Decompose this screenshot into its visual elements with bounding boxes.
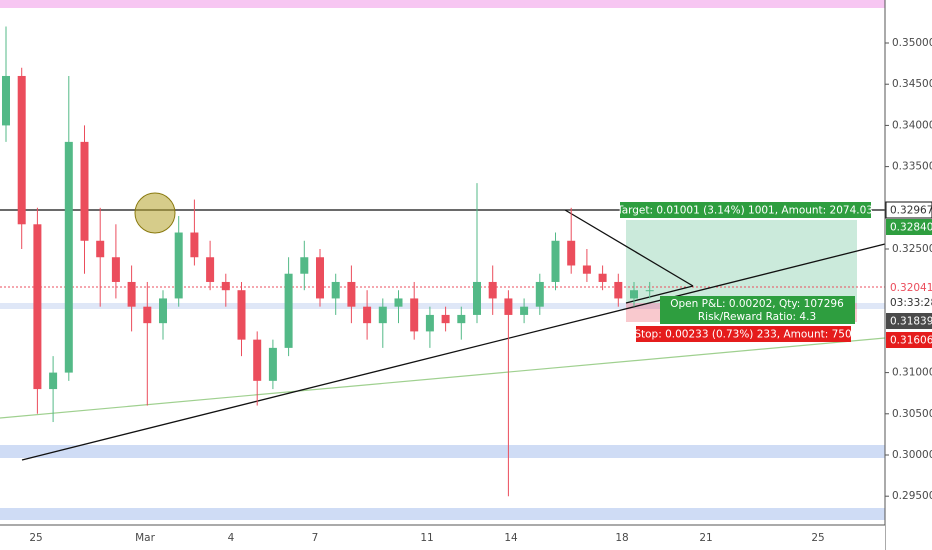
candle-body — [64, 141, 73, 373]
candle-body — [614, 281, 623, 299]
price-axis: 0.35000 0.34500 0.34000 0.33500 0.32500 0.310… — [884, 0, 932, 550]
badge-text: 03:33:28 — [890, 297, 932, 309]
axis-bg — [885, 0, 932, 550]
candle-body — [253, 339, 262, 381]
price-label: 0.34500 — [892, 78, 932, 90]
badge-text: 0.32840 — [890, 222, 932, 234]
candle-body — [174, 232, 183, 299]
candles — [2, 26, 654, 497]
candle-body — [457, 314, 466, 324]
candle-body — [551, 240, 560, 282]
candle-body — [582, 265, 591, 274]
candle-body — [363, 306, 372, 324]
candle-body — [127, 281, 136, 307]
candle-body — [645, 290, 654, 292]
badge — [886, 332, 932, 348]
candle-body — [143, 306, 152, 324]
stop-label-box — [636, 326, 851, 342]
target-label-box — [620, 202, 871, 218]
candle-body — [284, 273, 293, 348]
price-label: 0.34000 — [892, 119, 932, 131]
date-label: 14 — [504, 532, 518, 544]
price-label: 0.29500 — [892, 490, 932, 502]
trend-line — [625, 285, 694, 304]
candle-body — [394, 298, 403, 307]
candle-body — [378, 306, 387, 324]
badge — [886, 280, 932, 310]
candle-body — [268, 347, 277, 381]
rr-label: Risk/Reward Ratio: 4.3 — [698, 311, 816, 323]
candle-body — [206, 257, 215, 282]
candle-body — [316, 257, 324, 299]
support-zone — [0, 445, 885, 458]
target-label: Target: 0.01001 (3.14%) 1001, Amount: 20… — [616, 205, 873, 217]
candle-body — [17, 75, 26, 225]
pnl-label: Open P&L: 0.00202, Qty: 107296 — [670, 298, 844, 310]
badge-text: 0.31606 — [890, 335, 932, 347]
candle-body — [80, 141, 89, 241]
price-label: 0.30000 — [892, 449, 932, 461]
candle-body — [630, 290, 638, 299]
price-label: 0.33500 — [892, 161, 932, 173]
date-label: 21 — [699, 532, 712, 544]
candle-body — [221, 281, 230, 291]
candle-body — [159, 298, 167, 324]
candle-body — [2, 75, 10, 126]
candle-body — [96, 240, 105, 258]
price-label: 0.30500 — [892, 408, 932, 420]
date-label: 7 — [312, 532, 319, 544]
entry-zone — [0, 303, 885, 309]
candle-body — [190, 232, 199, 258]
date-label: 25 — [811, 532, 824, 544]
candle-body — [535, 281, 544, 307]
pink-zone — [0, 0, 885, 8]
date-label: 18 — [615, 532, 628, 544]
candle-body — [111, 257, 120, 282]
price-label: 0.35000 — [892, 37, 932, 49]
candle-body — [410, 298, 419, 332]
support-zone — [0, 508, 885, 520]
candle-body — [567, 240, 576, 266]
stop-label: Stop: 0.00233 (0.73%) 233, Amount: 750 — [634, 329, 851, 341]
candle-body — [598, 273, 607, 282]
badge — [886, 219, 932, 235]
trend-line — [21, 243, 886, 461]
candle-body — [49, 372, 58, 390]
trend-line — [0, 337, 886, 419]
candle-body — [425, 314, 434, 332]
profit-zone — [626, 220, 857, 303]
price-badges: 0.32967 0.32840 0.32041 03:33:28 0.31839… — [885, 201, 932, 348]
candle-body — [504, 298, 513, 315]
badge-text: 0.32041 — [890, 282, 932, 294]
candle-body — [33, 224, 42, 390]
badge — [885, 201, 932, 219]
highlight-circle — [134, 192, 176, 234]
trend-line — [564, 209, 694, 287]
candle-body — [237, 290, 246, 340]
price-label: 0.32500 — [892, 243, 932, 255]
candle-body — [347, 281, 356, 307]
badge-text: 0.32967 — [890, 205, 932, 217]
candle-body — [300, 257, 309, 274]
date-label: 4 — [228, 532, 235, 544]
date-label: 11 — [420, 532, 433, 544]
candle-body — [473, 281, 481, 315]
badge — [886, 313, 932, 329]
pnl-box — [660, 296, 855, 324]
price-label: 0.31000 — [892, 367, 932, 379]
date-label: Mar — [135, 532, 155, 544]
badge-text: 0.31839 — [890, 316, 932, 328]
date-label: 25 — [29, 532, 42, 544]
axis-bg — [0, 525, 885, 550]
candle-body — [331, 281, 340, 299]
candle-body — [520, 306, 529, 315]
candle-body — [488, 281, 497, 299]
candle-body — [441, 314, 450, 324]
time-axis: 25 Mar 4 7 11 14 18 21 25 — [0, 524, 885, 550]
